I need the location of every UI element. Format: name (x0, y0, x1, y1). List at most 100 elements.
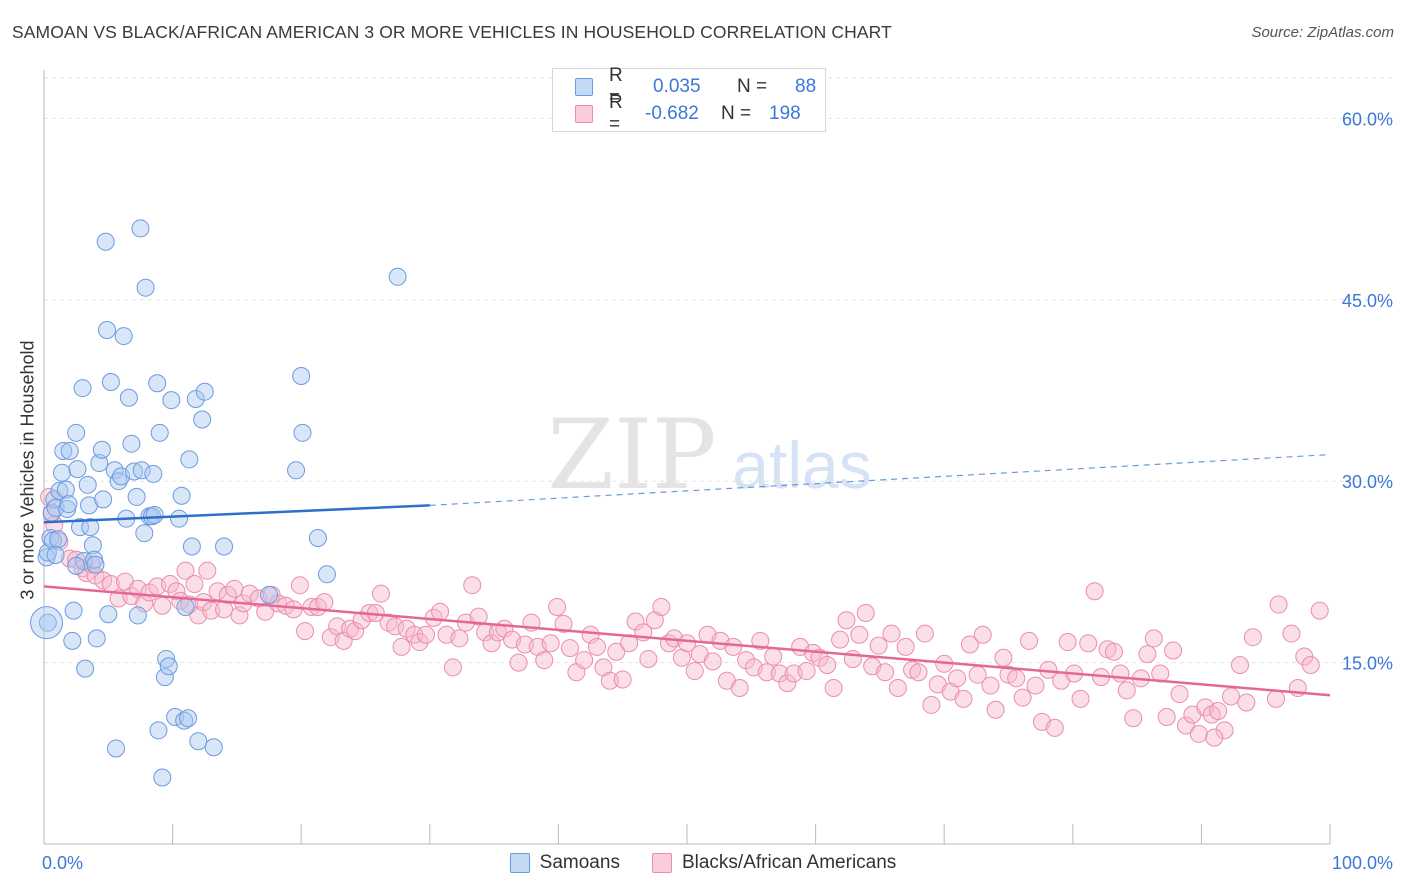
legend-r-value: -0.682 (645, 103, 699, 124)
data-point-blacks (554, 614, 573, 633)
legend-swatch-samoans (509, 853, 530, 873)
data-point-samoans (195, 382, 214, 401)
data-point-blacks (1189, 724, 1208, 743)
data-point-blacks (678, 634, 696, 653)
data-point-samoans (317, 565, 336, 584)
data-point-samoans (148, 374, 167, 393)
data-point-samoans (73, 379, 92, 398)
data-point-samoans (67, 556, 86, 575)
data-point-blacks (290, 576, 309, 595)
data-point-samoans (54, 441, 73, 460)
data-point-samoans (122, 434, 141, 453)
data-point-blacks (757, 663, 776, 682)
data-point-blacks (60, 549, 79, 568)
data-point-blacks (764, 647, 783, 666)
data-point-samoans (135, 524, 154, 543)
data-point-samoans (99, 605, 118, 624)
data-point-blacks (1221, 687, 1240, 706)
legend-n-value: 198 (769, 103, 801, 124)
data-point-blacks (778, 674, 797, 693)
data-point-blacks (431, 602, 450, 621)
data-point-samoans (60, 441, 79, 460)
data-point-blacks (202, 601, 221, 620)
legend-label-samoans: Samoans (539, 852, 620, 873)
data-point-samoans (155, 668, 174, 687)
data-point-samoans (68, 460, 87, 479)
data-point-blacks (824, 678, 843, 697)
data-point-blacks (1026, 676, 1045, 695)
data-point-samoans (63, 631, 82, 650)
data-point-samoans (67, 423, 86, 442)
data-point-blacks (1266, 689, 1285, 708)
data-point-samoans (98, 321, 117, 340)
data-point-blacks (1124, 709, 1143, 728)
legend-r-label: R = (609, 92, 623, 135)
data-point-blacks (230, 606, 249, 625)
data-point-blacks (770, 664, 789, 683)
data-point-samoans (215, 537, 234, 556)
legend-label-blacks: Blacks/African Americans (681, 852, 897, 873)
data-point-blacks (575, 651, 594, 670)
legend-r-value: 0.035 (653, 76, 701, 97)
data-point-blacks (284, 600, 303, 619)
data-point-blacks (882, 624, 901, 643)
data-point-blacks (443, 658, 462, 677)
data-point-blacks (1170, 685, 1189, 704)
data-point-samoans (119, 388, 138, 407)
trend-line-samoans (43, 504, 430, 524)
data-point-blacks (915, 624, 934, 643)
legend-item-blacks: Blacks/African Americans (651, 852, 897, 874)
data-point-samoans (125, 462, 144, 481)
y-tick-label: 60.0% (1342, 109, 1393, 129)
y-tick-label: 45.0% (1342, 291, 1393, 311)
legend-swatch-blacks (575, 105, 593, 123)
data-point-blacks (1282, 624, 1301, 643)
data-point-samoans (260, 585, 279, 604)
y-tick-label: 15.0% (1342, 654, 1393, 674)
stats-legend: R = 0.035 N = 88 R = -0.682 N = 198 (552, 65, 826, 135)
watermark-atlas: atlas (732, 428, 871, 502)
data-point-samoans (180, 450, 199, 469)
legend-n-label: N = (737, 76, 768, 97)
data-point-samoans (149, 721, 168, 740)
data-point-blacks (240, 584, 259, 603)
data-point-blacks (869, 636, 888, 655)
watermark-zip: ZIP (547, 399, 716, 511)
legend-n-value: 88 (795, 76, 817, 97)
data-point-blacks (410, 633, 429, 652)
data-point-samoans (292, 366, 311, 385)
data-point-samoans (90, 454, 109, 473)
data-point-samoans (144, 464, 163, 483)
data-point-samoans (53, 463, 72, 482)
data-point-blacks (1013, 688, 1032, 707)
data-point-blacks (981, 676, 1000, 695)
data-point-blacks (600, 671, 619, 690)
data-point-blacks (818, 656, 837, 675)
data-point-blacks (1164, 641, 1183, 660)
data-point-blacks (1301, 656, 1320, 675)
data-point-blacks (1058, 633, 1077, 652)
data-point-blacks (703, 652, 722, 671)
data-point-blacks (509, 653, 528, 672)
data-point-blacks (837, 611, 856, 630)
data-point-blacks (639, 649, 658, 668)
data-point-blacks (876, 663, 895, 682)
y-axis-label: 3 or more Vehicles in Household (17, 340, 38, 600)
data-point-samoans (94, 490, 113, 509)
data-point-blacks (850, 625, 869, 644)
data-point-samoans (38, 613, 57, 632)
data-point-blacks (1230, 656, 1249, 675)
data-point-samoans (92, 440, 111, 459)
data-point-blacks (1157, 708, 1176, 727)
data-point-blacks (737, 651, 756, 670)
legend-row-samoans: R = 0.035 N = 88 (575, 65, 817, 108)
series-legend: Samoans Blacks/African Americans (0, 852, 1406, 874)
data-point-blacks (685, 662, 704, 681)
data-point-samoans (131, 219, 150, 238)
data-point-blacks (994, 648, 1013, 667)
chart-title: SAMOAN VS BLACK/AFRICAN AMERICAN 3 OR MO… (12, 22, 892, 42)
data-point-samoans (83, 536, 102, 555)
data-point-blacks (922, 695, 941, 714)
data-point-blacks (1205, 728, 1224, 747)
data-point-blacks (548, 597, 567, 616)
